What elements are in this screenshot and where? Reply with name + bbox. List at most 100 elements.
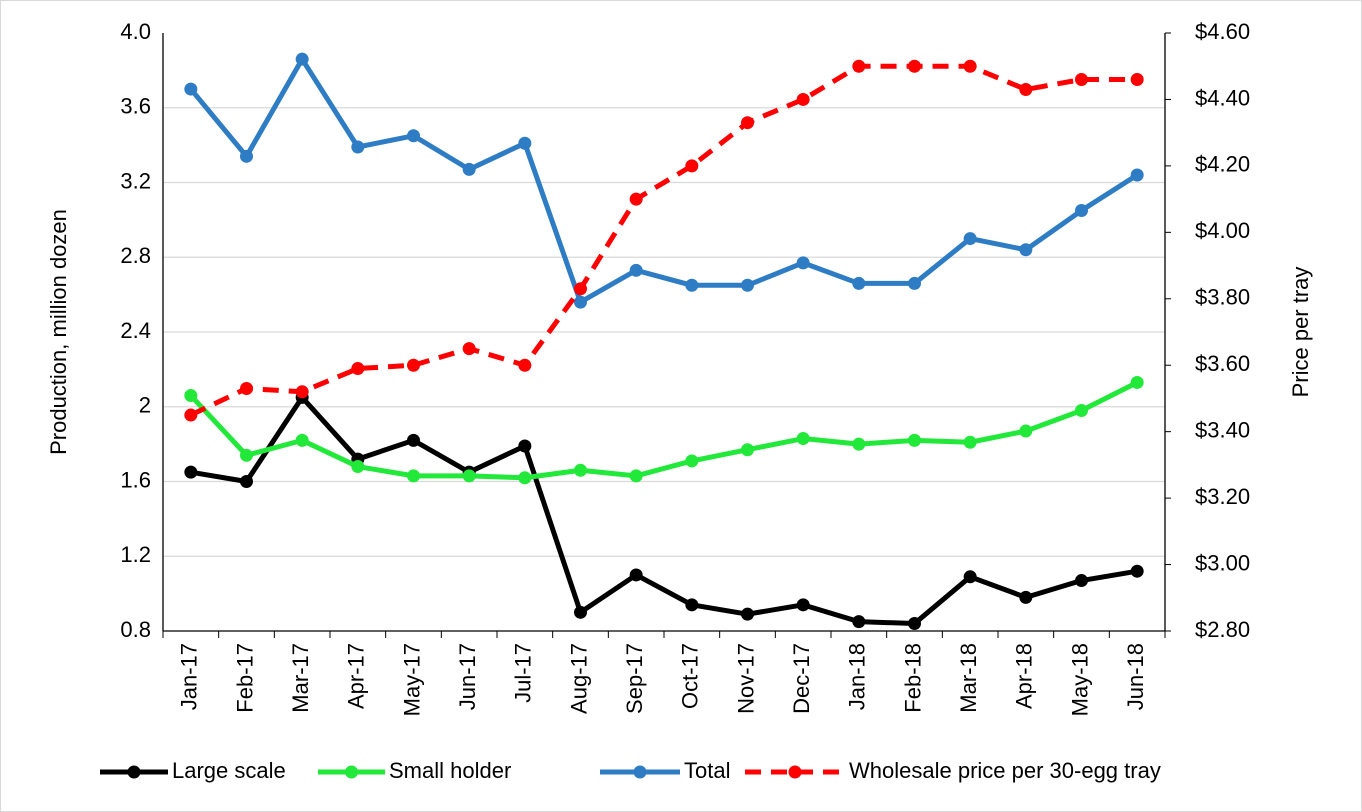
data-point bbox=[963, 570, 977, 584]
x-tick-label: May-17 bbox=[399, 643, 424, 716]
data-point bbox=[407, 129, 420, 143]
x-tick-label: Apr-17 bbox=[344, 643, 369, 709]
data-point bbox=[574, 605, 587, 619]
data-point bbox=[1130, 168, 1144, 182]
y2-tick-label: $3.80 bbox=[1195, 285, 1250, 310]
legend-marker bbox=[788, 765, 802, 779]
x-tick-label: Nov-17 bbox=[733, 643, 758, 714]
data-point bbox=[1130, 73, 1144, 87]
data-point bbox=[963, 435, 977, 449]
data-point bbox=[908, 433, 921, 447]
y-tick-label: 1.6 bbox=[120, 467, 151, 492]
data-point bbox=[240, 381, 253, 395]
legend-marker bbox=[633, 765, 647, 779]
legend-label: Total bbox=[684, 758, 730, 783]
x-tick-label: Jun-17 bbox=[455, 643, 480, 710]
data-point bbox=[184, 389, 198, 403]
data-point bbox=[629, 568, 643, 582]
y-axis-label: Production, million dozen bbox=[46, 209, 71, 455]
data-point bbox=[518, 471, 532, 485]
y-tick-label: 1.2 bbox=[120, 542, 151, 567]
x-tick-label: May-18 bbox=[1067, 643, 1092, 716]
data-point bbox=[240, 448, 253, 462]
data-point bbox=[963, 59, 977, 73]
data-point bbox=[462, 469, 476, 483]
data-point bbox=[1130, 564, 1144, 578]
data-point bbox=[295, 52, 309, 66]
data-point bbox=[796, 432, 810, 446]
x-tick-label: Feb-17 bbox=[232, 643, 257, 713]
series-line bbox=[190, 394, 1138, 627]
y-tick-label: 2 bbox=[139, 393, 151, 418]
data-point bbox=[1019, 82, 1033, 96]
legend-label: Small holder bbox=[389, 758, 511, 783]
x-tick-label: Jul-17 bbox=[511, 643, 536, 703]
y2-tick-label: $3.20 bbox=[1195, 484, 1250, 509]
y-tick-label: 3.2 bbox=[120, 168, 151, 193]
data-point bbox=[462, 162, 476, 176]
data-point bbox=[629, 192, 643, 206]
x-tick-label: Feb-18 bbox=[900, 643, 925, 713]
data-point bbox=[741, 607, 754, 621]
legend-label: Large scale bbox=[172, 758, 286, 783]
x-tick-label: Jun-18 bbox=[1123, 643, 1148, 710]
y2-axis-label: Price per tray bbox=[1288, 267, 1313, 398]
x-tick-label: Aug-17 bbox=[566, 643, 591, 714]
data-point bbox=[295, 433, 309, 447]
series-line bbox=[189, 380, 1139, 481]
data-point bbox=[629, 263, 643, 277]
data-point bbox=[1130, 375, 1144, 389]
data-point bbox=[796, 598, 810, 612]
data-point bbox=[407, 433, 420, 447]
y2-tick-label: $3.40 bbox=[1195, 417, 1250, 442]
series-line bbox=[188, 56, 1139, 305]
y2-tick-label: $3.00 bbox=[1195, 550, 1250, 575]
x-tick-label: Mar-18 bbox=[956, 643, 981, 713]
x-tick-label: Sep-17 bbox=[622, 643, 647, 714]
data-point bbox=[184, 465, 198, 479]
x-tick-label: Dec-17 bbox=[789, 643, 814, 714]
x-tick-label: Mar-17 bbox=[288, 643, 313, 713]
data-point bbox=[518, 439, 532, 453]
y-tick-label: 3.6 bbox=[120, 94, 151, 119]
data-point bbox=[796, 256, 810, 270]
data-point bbox=[908, 617, 921, 631]
y2-tick-label: $4.20 bbox=[1195, 152, 1250, 177]
data-point bbox=[796, 92, 810, 106]
data-point bbox=[741, 278, 754, 292]
data-point bbox=[574, 295, 587, 309]
x-tick-label: Oct-17 bbox=[678, 643, 703, 709]
y-tick-label: 2.4 bbox=[120, 318, 151, 343]
x-tick-label: Jan-18 bbox=[845, 643, 870, 710]
data-point bbox=[351, 362, 365, 376]
data-point bbox=[574, 282, 587, 296]
data-point bbox=[741, 116, 754, 130]
y-tick-label: 2.8 bbox=[120, 243, 151, 268]
y2-tick-label: $4.40 bbox=[1195, 85, 1250, 110]
data-point bbox=[741, 443, 754, 457]
data-point bbox=[685, 598, 699, 612]
data-point bbox=[908, 276, 921, 290]
data-point bbox=[351, 140, 365, 154]
y-tick-label: 0.8 bbox=[120, 617, 151, 642]
data-point bbox=[1075, 204, 1088, 218]
data-point bbox=[518, 358, 532, 372]
data-point bbox=[852, 437, 866, 451]
y2-tick-label: $4.60 bbox=[1195, 19, 1250, 44]
data-point bbox=[908, 59, 921, 73]
data-point bbox=[1075, 574, 1088, 588]
data-point bbox=[407, 358, 420, 372]
y2-tick-label: $4.00 bbox=[1195, 218, 1250, 243]
data-point bbox=[351, 460, 365, 474]
legend-label: Wholesale price per 30-egg tray bbox=[849, 758, 1161, 783]
data-point bbox=[685, 278, 699, 292]
data-point bbox=[184, 82, 198, 96]
data-point bbox=[852, 276, 866, 290]
data-point bbox=[629, 469, 643, 483]
data-point bbox=[685, 159, 699, 173]
data-point bbox=[1075, 403, 1088, 417]
x-tick-label: Jan-17 bbox=[177, 643, 202, 710]
y-tick-label: 4.0 bbox=[120, 19, 151, 44]
data-point bbox=[574, 463, 587, 477]
